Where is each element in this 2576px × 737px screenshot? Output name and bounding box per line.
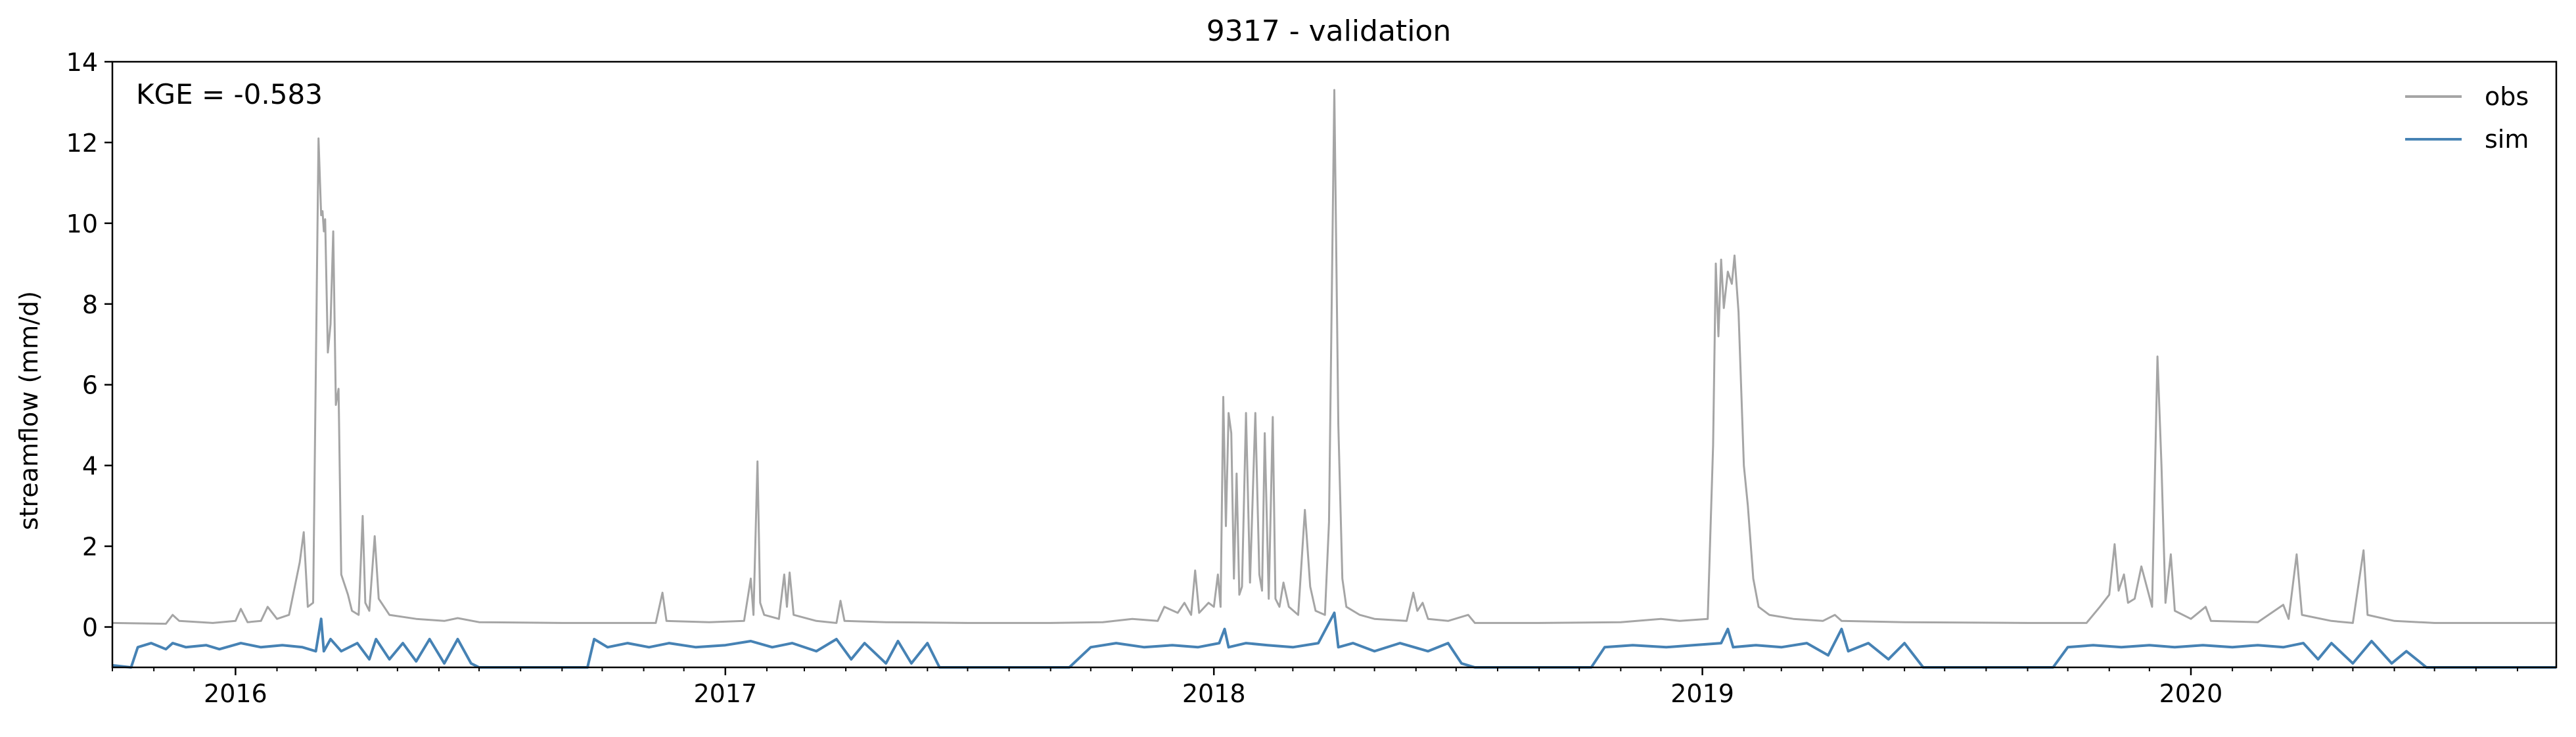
legend-label-sim: sim (2485, 125, 2529, 154)
y-tick-label: 10 (66, 210, 98, 238)
y-axis-ticks: 0 2 4 6 8 10 12 14 (66, 48, 112, 642)
legend-label-obs: obs (2485, 82, 2529, 111)
x-tick-label: 2018 (1182, 679, 1246, 708)
y-tick-label: 4 (82, 452, 98, 481)
y-tick-label: 6 (82, 371, 98, 400)
series-layer (112, 89, 2556, 669)
series-line-sim (112, 612, 2556, 669)
series-line-obs (112, 89, 2556, 625)
x-tick-label: 2020 (2159, 679, 2223, 708)
legend: obs sim (2405, 82, 2529, 154)
x-tick-label: 2017 (693, 679, 757, 708)
y-axis-label: streamflow (mm/d) (14, 291, 43, 530)
x-tick-label: 2016 (204, 679, 267, 708)
chart-title: 9317 - validation (1207, 14, 1451, 48)
x-axis-ticks: 2016 2017 2018 2019 2020 (112, 667, 2518, 708)
y-tick-label: 12 (66, 129, 98, 158)
y-tick-label: 8 (82, 290, 98, 319)
y-tick-label: 0 (82, 614, 98, 642)
kge-annotation: KGE = -0.583 (136, 78, 323, 110)
y-tick-label: 14 (66, 48, 98, 77)
y-tick-label: 2 (82, 533, 98, 562)
x-tick-label: 2019 (1670, 679, 1734, 708)
